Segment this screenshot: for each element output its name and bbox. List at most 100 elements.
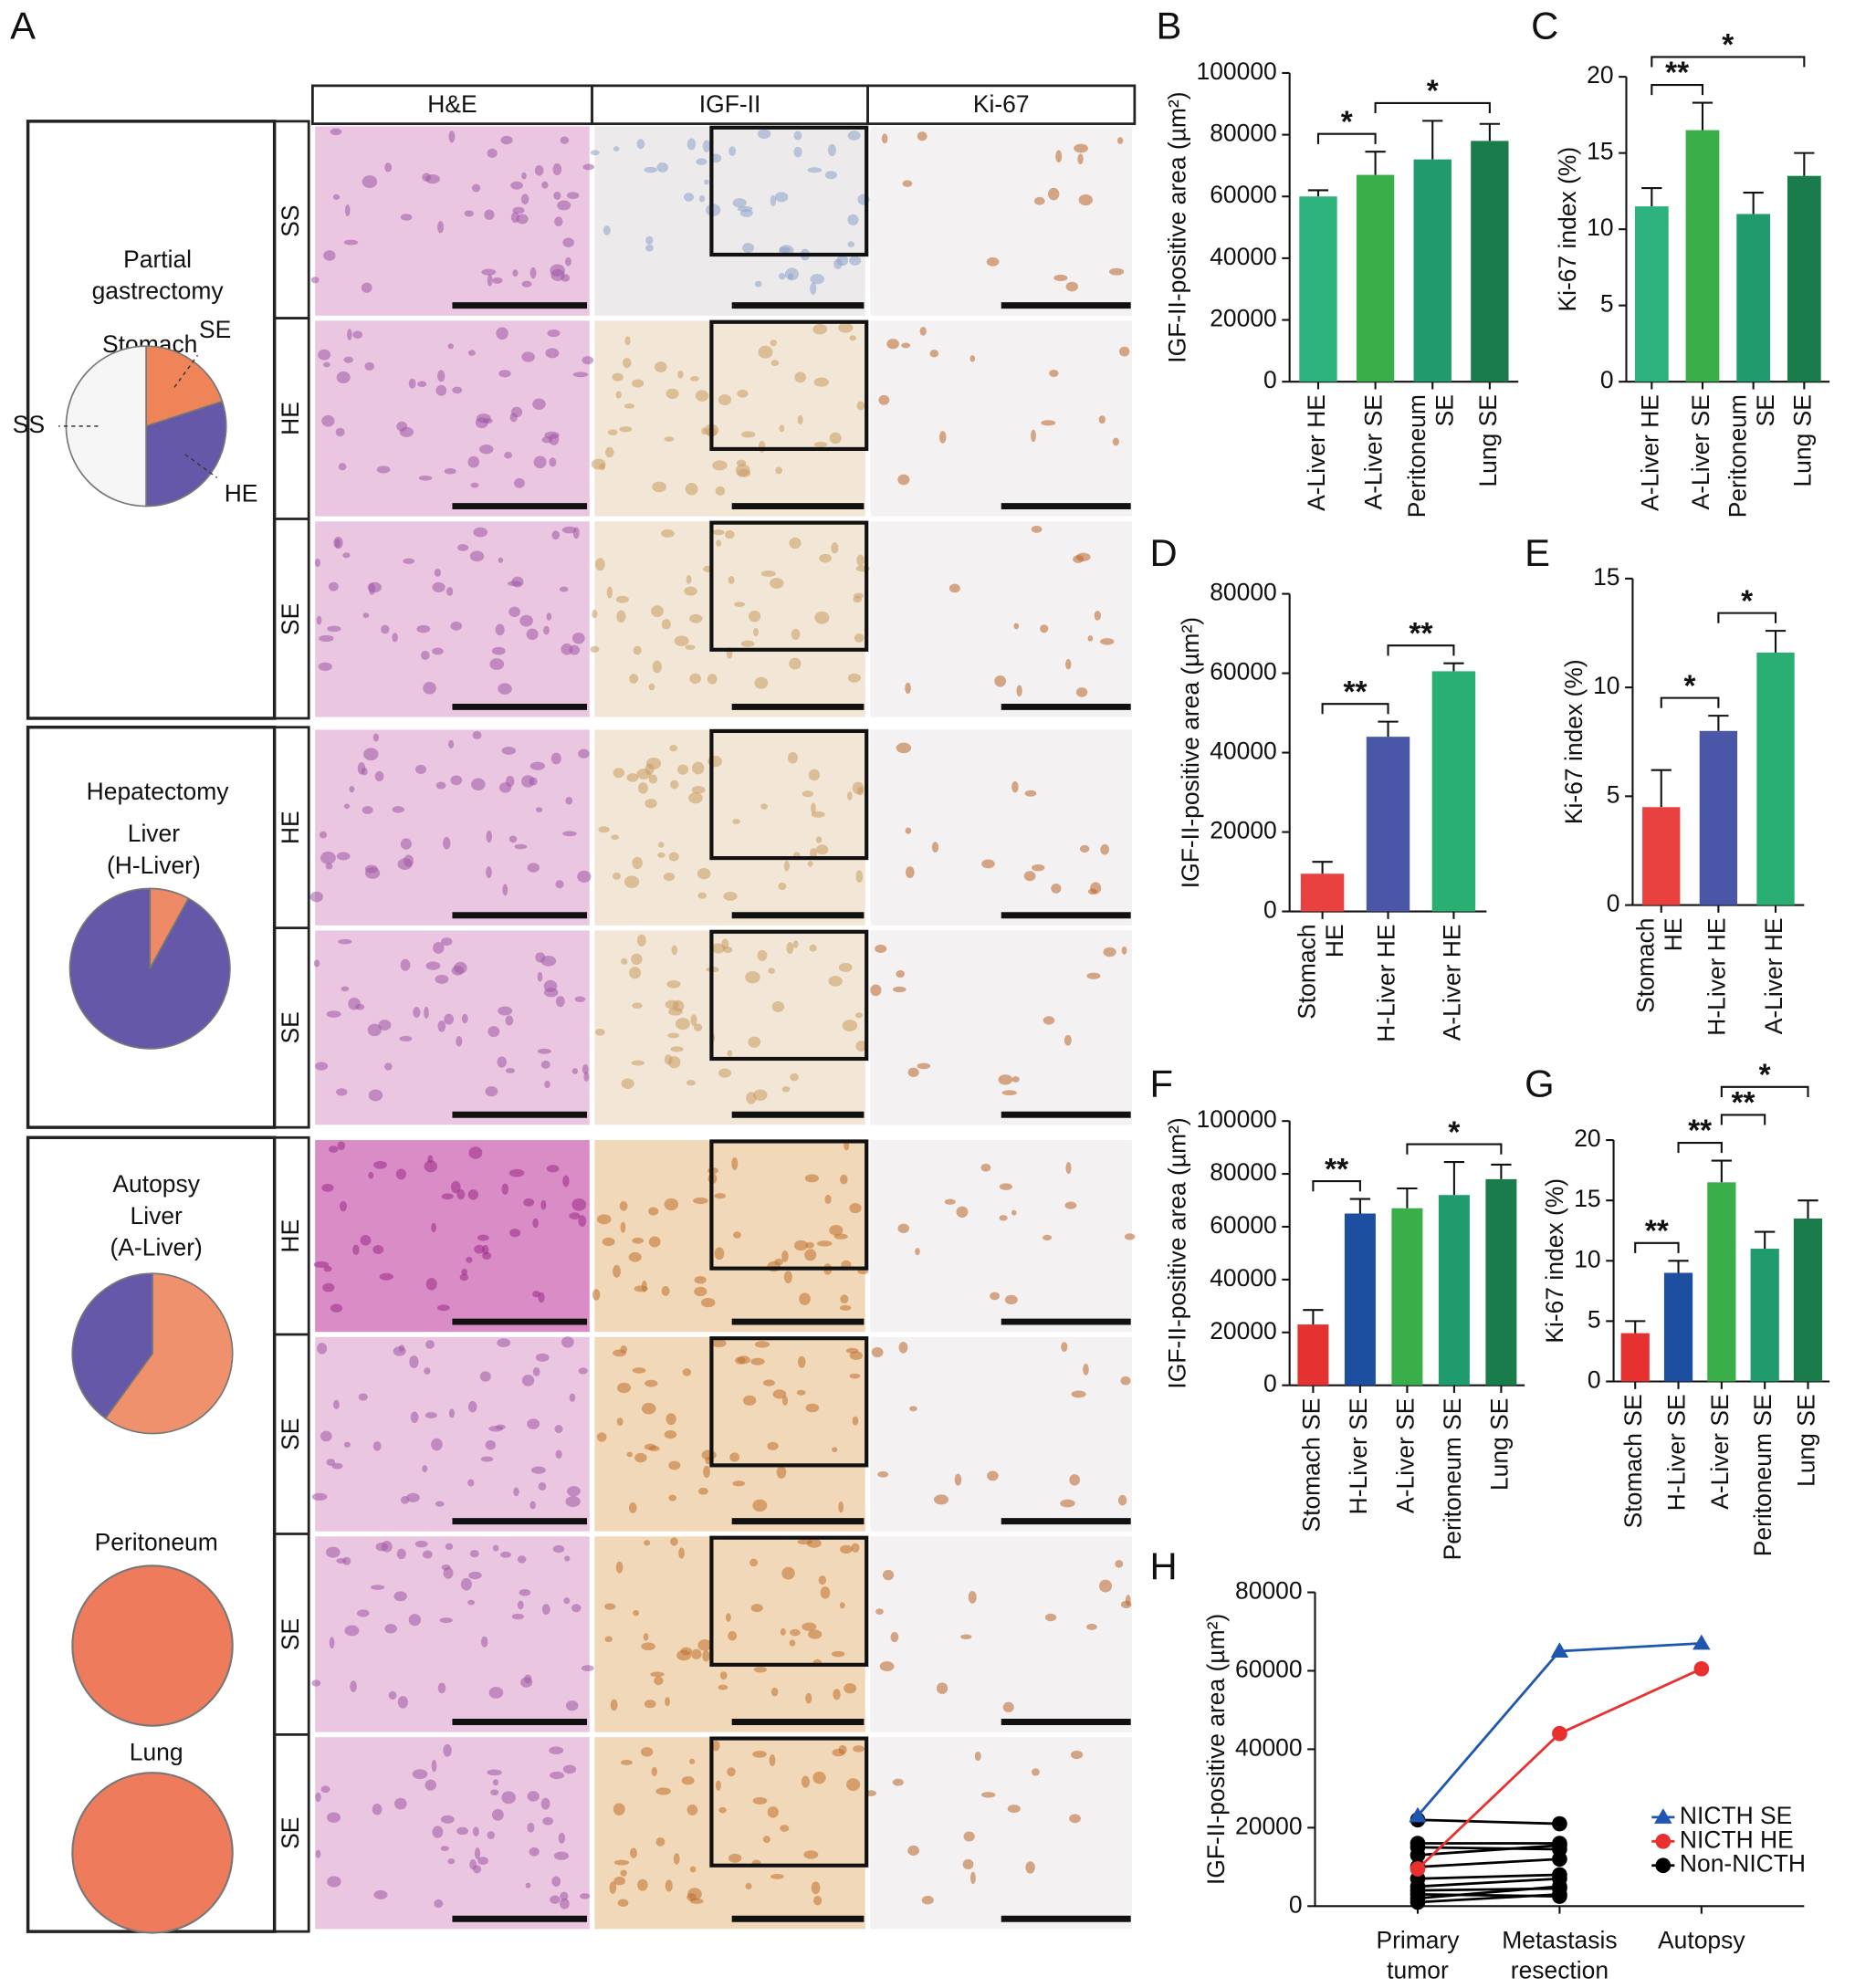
cell [562,237,575,247]
panel-letter: D [1150,531,1178,574]
cell [652,481,667,493]
cell [1119,346,1130,357]
micrograph [315,1536,590,1732]
cell [954,1473,962,1486]
inset-box [709,1139,869,1271]
cell [553,191,561,200]
cell [624,403,635,409]
cell [752,1796,768,1805]
cell [833,1689,841,1700]
cell [469,1859,477,1870]
cell [783,1271,792,1284]
cell [315,1849,321,1858]
row-label: SE [277,603,304,635]
cell [737,389,749,398]
cell [847,131,861,141]
cell [754,1341,770,1348]
cell [497,1056,507,1068]
cell [789,657,802,670]
cell [686,138,697,151]
y-tick-label: 40000 [1235,1733,1303,1761]
pie-slice [104,1272,234,1435]
row-label: SE [277,1618,304,1650]
cell [447,1858,456,1865]
pie-slice [65,345,147,507]
y-axis-label: IGF-II-positive area (µm²) [1164,91,1191,362]
micrograph [594,320,865,517]
cell [519,1589,531,1596]
cell [700,1297,716,1308]
cell [1065,1162,1072,1175]
cell [636,139,645,150]
cell [809,944,817,952]
micrograph [870,1336,1133,1532]
cell [999,1183,1012,1190]
cell [645,244,654,252]
cell [562,1764,577,1774]
cell [580,1893,591,1899]
cell [875,1608,884,1615]
bar [1471,141,1509,382]
cell [532,1366,540,1376]
cell [855,870,864,884]
cell [384,1062,393,1071]
cell [352,1244,360,1255]
bar [1620,1333,1650,1382]
cell [1004,1294,1018,1305]
cell [813,377,830,387]
inset-box [709,1336,869,1468]
cell [445,587,454,596]
inset-box [709,319,869,452]
cell [789,1639,796,1647]
cell [492,277,503,284]
marker [1655,1857,1672,1874]
cell [682,1368,692,1376]
cell [554,216,563,227]
cell [577,870,592,883]
cell [564,1555,571,1562]
cell [424,1160,438,1173]
cell [485,1439,497,1450]
cell [540,956,557,967]
cell [326,1010,341,1018]
cell [685,483,698,496]
cell [582,356,594,365]
cell [987,1470,999,1481]
cell [452,386,463,394]
significance-bracket [1651,56,1806,68]
cell [540,1797,550,1810]
significance-bracket [1660,696,1720,708]
y-tick-label: 10 [1587,214,1613,241]
cell [915,1248,920,1256]
cell [537,1048,551,1054]
cell [1055,150,1063,163]
cell [336,852,351,861]
cell [535,1353,550,1362]
cell [546,1165,560,1173]
micrograph [870,1536,1133,1732]
cell [879,1661,895,1671]
cell [838,1501,844,1513]
cell [523,1198,535,1207]
bar [1750,1249,1779,1382]
cell [333,536,343,549]
cell [732,1481,746,1487]
cell [1051,883,1062,894]
cell [498,557,504,563]
cell [772,1389,787,1399]
bar [1297,1324,1329,1386]
cell [491,1808,504,1821]
cell [689,613,703,623]
cell [356,1609,370,1617]
inset-box [709,1535,869,1667]
cell [325,863,333,870]
significance-bracket [1720,1085,1809,1097]
legend-label: NICTH SE [1680,1802,1792,1829]
bar [1642,807,1681,905]
y-tick-label: 20 [1587,61,1613,89]
cell [321,414,335,427]
bar [1438,1195,1470,1386]
cell [604,1636,613,1643]
cell [807,1629,823,1639]
cell [791,628,801,640]
